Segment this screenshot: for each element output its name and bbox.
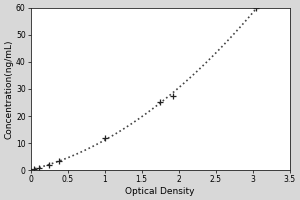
Point [47,163,52,166]
Point [37,166,42,170]
Point [254,6,259,9]
Point [102,136,107,139]
Point [32,168,37,171]
Point [56,159,61,162]
X-axis label: Optical Density: Optical Density [125,187,195,196]
Point [158,101,163,104]
Point [170,94,175,97]
Y-axis label: Concentration(ng/mL): Concentration(ng/mL) [4,39,13,139]
